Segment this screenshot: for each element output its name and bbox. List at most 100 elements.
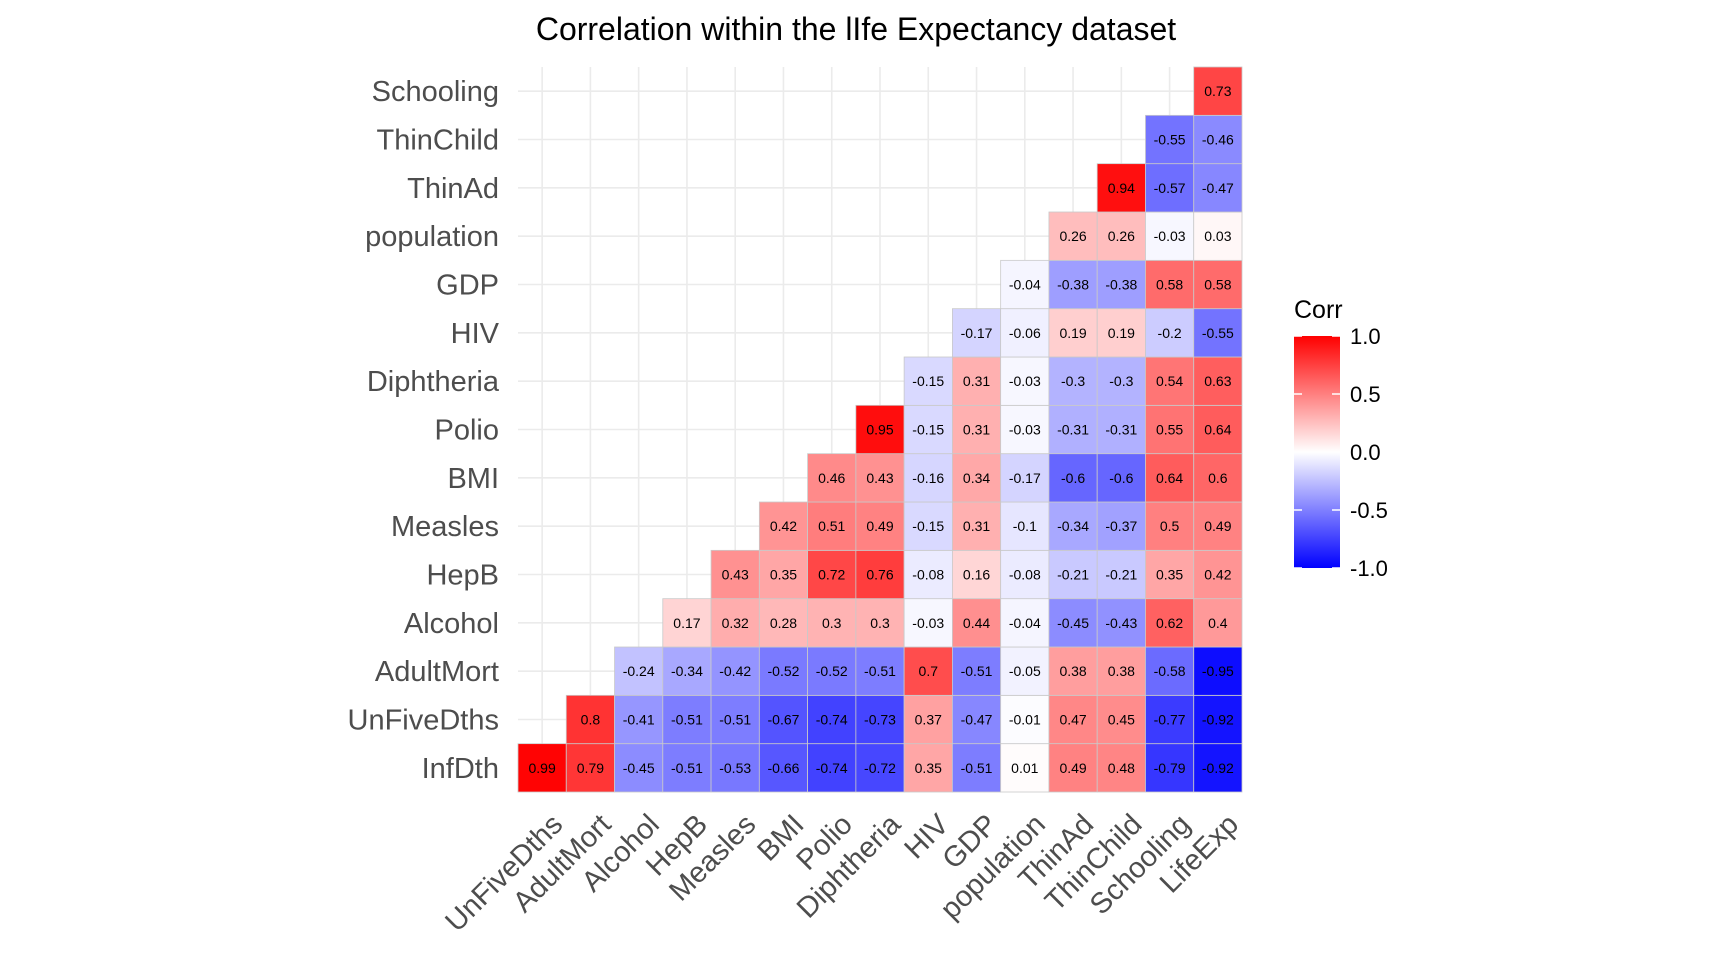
heatmap-cell-infdth-thinchild xyxy=(1096,743,1146,793)
heatmap-cell-measles-bmi xyxy=(758,501,808,551)
heatmap-cell-unfivedths-measles xyxy=(710,694,760,745)
heatmap-cell-hepb-hiv xyxy=(903,549,953,600)
cell-value-label: -0.55 xyxy=(1154,132,1186,148)
cell-value-label: -0.52 xyxy=(768,663,800,679)
heatmap-cell-measles-diphtheria xyxy=(855,501,905,551)
cell-value-label: -0.67 xyxy=(768,712,800,728)
cell-value-label: 0.34 xyxy=(963,470,990,486)
cell-value-label: -0.46 xyxy=(1202,132,1234,148)
cell-value-label: 0.17 xyxy=(673,615,700,631)
heatmap-cell-bmi-thinchild xyxy=(1096,453,1146,503)
heatmap-cell-population-schooling xyxy=(1145,211,1195,261)
cell-value-label: 0.43 xyxy=(866,470,893,486)
cell-value-label: 0.48 xyxy=(1108,760,1135,776)
y-tick-label-polio: Polio xyxy=(435,415,500,447)
cell-value-label: 0.42 xyxy=(1204,567,1231,583)
heatmap-cell-unfivedths-diphtheria xyxy=(855,694,905,745)
cell-value-label: -0.31 xyxy=(1057,422,1089,438)
cell-value-label: 0.38 xyxy=(1108,663,1135,679)
cell-value-label: -0.55 xyxy=(1202,325,1234,341)
cell-value-label: 0.4 xyxy=(1208,615,1228,631)
cell-value-label: -0.47 xyxy=(1202,180,1234,196)
legend-tick-label: 0.0 xyxy=(1350,440,1381,465)
y-axis: InfDth UnFiveDths AdultMort Alcohol HepB Meas… xyxy=(348,76,500,785)
heatmap-cell-bmi-thinad xyxy=(1048,453,1098,503)
heatmap-cell-schooling-lifeexp xyxy=(1193,66,1243,116)
cell-value-label: -0.38 xyxy=(1105,277,1137,293)
heatmap-cell-hiv-lifeexp xyxy=(1193,308,1243,358)
heatmap-cell-bmi-lifeexp xyxy=(1193,453,1243,503)
heatmap-cell-infdth-bmi xyxy=(758,743,808,793)
cell-value-label: -0.92 xyxy=(1202,712,1234,728)
cell-value-label: 0.54 xyxy=(1156,373,1183,389)
heatmap-cell-diphtheria-schooling xyxy=(1145,356,1195,406)
cell-value-label: -0.03 xyxy=(1154,228,1186,244)
y-tick-label-diphtheria: Diphtheria xyxy=(367,366,500,398)
cell-value-label: -0.2 xyxy=(1158,325,1182,341)
heatmap-cell-diphtheria-population xyxy=(1000,356,1050,406)
cell-value-label: 0.3 xyxy=(870,615,890,631)
heatmap-cell-hepb-population xyxy=(1000,549,1050,600)
heatmap-cell-polio-population xyxy=(1000,404,1050,455)
heatmap-cell-infdth-measles xyxy=(710,743,760,793)
y-tick-label-schooling: Schooling xyxy=(372,76,499,108)
cell-value-label: 0.58 xyxy=(1204,277,1231,293)
heatmap-cell-hepb-measles xyxy=(710,549,760,600)
cell-value-label: -0.58 xyxy=(1154,663,1186,679)
heatmap-cell-population-thinchild xyxy=(1096,211,1146,261)
cell-value-label: 0.49 xyxy=(1059,760,1086,776)
heatmap-cell-adultmort-measles xyxy=(710,646,760,696)
heatmap-cell-population-thinad xyxy=(1048,211,1098,261)
cell-value-label: -0.21 xyxy=(1105,567,1137,583)
heatmap-cell-alcohol-gdp xyxy=(952,598,1002,648)
cell-value-label: 0.44 xyxy=(963,615,990,631)
cell-value-label: -0.34 xyxy=(1057,518,1089,534)
cell-value-label: 0.72 xyxy=(818,567,845,583)
y-tick-label-hiv: HIV xyxy=(451,318,500,350)
heatmap-cell-measles-thinad xyxy=(1048,501,1098,551)
heatmap-cell-infdth-schooling xyxy=(1145,743,1195,793)
cell-value-label: -0.37 xyxy=(1105,518,1137,534)
heatmap-cell-measles-population xyxy=(1000,501,1050,551)
heatmap-cell-hepb-thinad xyxy=(1048,549,1098,600)
cell-value-label: 0.79 xyxy=(577,760,604,776)
cell-value-label: -0.01 xyxy=(1009,712,1041,728)
heatmap-cell-thinchild-lifeexp xyxy=(1193,114,1243,165)
cell-value-label: -0.6 xyxy=(1109,470,1133,486)
y-tick-label-gdp: GDP xyxy=(436,270,499,302)
heatmap-cell-thinad-thinchild xyxy=(1096,163,1146,213)
cell-value-label: 0.49 xyxy=(866,518,893,534)
y-tick-label-population: population xyxy=(365,221,499,253)
cell-value-label: 0.26 xyxy=(1059,228,1086,244)
chart-title: Correlation within the lIfe Expectancy d… xyxy=(536,11,1176,47)
heatmap-cell-diphtheria-hiv xyxy=(903,356,953,406)
cell-value-label: 0.94 xyxy=(1108,180,1135,196)
y-tick-label-thinchild: ThinChild xyxy=(377,125,500,157)
cell-value-label: 0.99 xyxy=(529,760,556,776)
cell-value-label: 0.31 xyxy=(963,422,990,438)
cell-value-label: 0.31 xyxy=(963,518,990,534)
cell-value-label: -0.74 xyxy=(816,712,848,728)
cell-value-label: -0.41 xyxy=(623,712,655,728)
cell-value-label: 0.8 xyxy=(581,712,601,728)
heatmap-cell-hepb-gdp xyxy=(952,549,1002,600)
cell-value-label: -0.72 xyxy=(864,760,896,776)
heatmap-cell-polio-gdp xyxy=(952,404,1002,455)
cell-value-label: -0.6 xyxy=(1061,470,1085,486)
cell-value-label: -0.1 xyxy=(1013,518,1037,534)
cell-value-label: 0.37 xyxy=(915,712,942,728)
cell-value-label: -0.15 xyxy=(912,518,944,534)
cell-value-label: -0.03 xyxy=(912,615,944,631)
cell-value-label: 0.32 xyxy=(722,615,749,631)
legend-tick-label: -0.5 xyxy=(1350,498,1388,523)
cell-value-label: 0.3 xyxy=(822,615,842,631)
heatmap-cell-alcohol-hepb xyxy=(662,598,712,648)
y-tick-label-unfivedths: UnFiveDths xyxy=(348,705,500,737)
cell-value-label: 0.16 xyxy=(963,567,990,583)
cell-value-label: -0.3 xyxy=(1061,373,1085,389)
cell-value-label: -0.05 xyxy=(1009,663,1041,679)
cell-value-label: 0.6 xyxy=(1208,470,1228,486)
heatmap-cell-alcohol-measles xyxy=(710,598,760,648)
heatmap-cell-alcohol-thinchild xyxy=(1096,598,1146,648)
